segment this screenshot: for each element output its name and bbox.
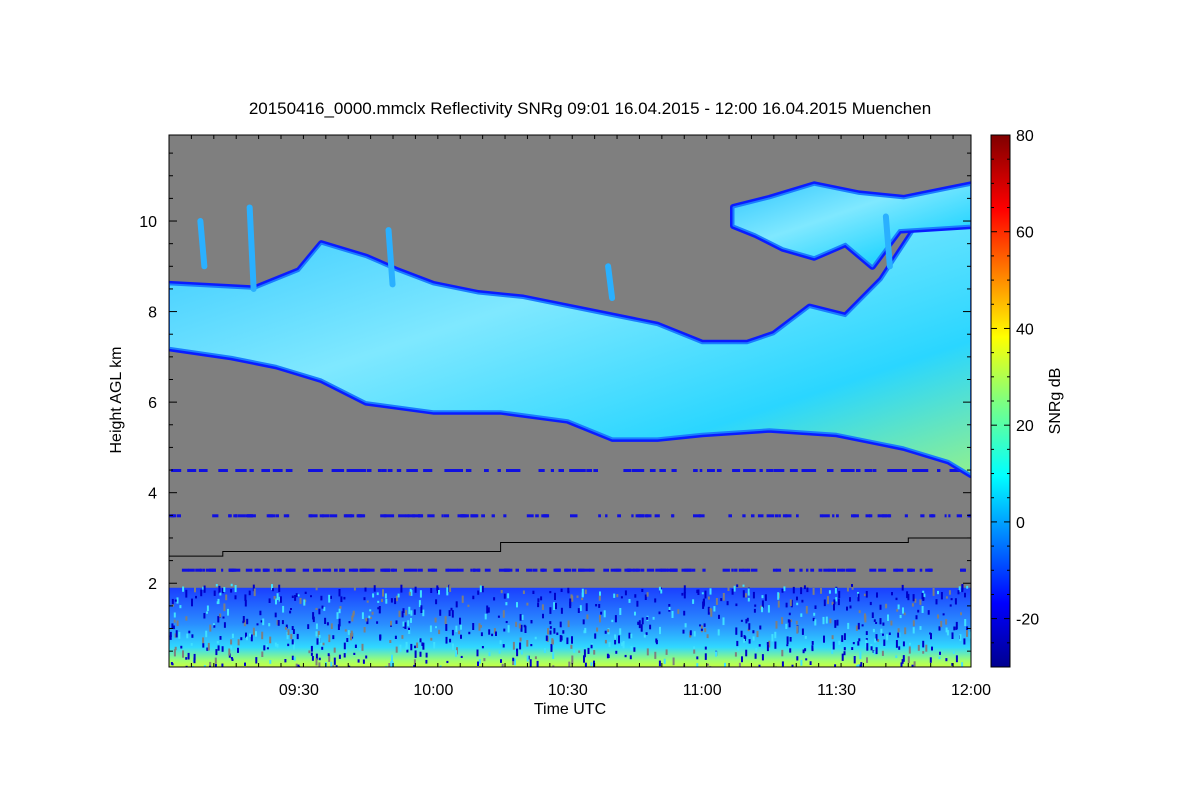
x-tick-label: 11:30	[817, 682, 856, 699]
colorbar-tick-label: 20	[1016, 418, 1034, 435]
upper-cloud-patch	[732, 183, 971, 268]
boundary-layer-height-line	[169, 537, 971, 557]
colorbar-tick-label: 80	[1016, 128, 1034, 145]
colorbar-title: SNRg dB	[1047, 368, 1064, 435]
chart-title: 20150416_0000.mmclx Reflectivity SNRg 09…	[249, 99, 931, 118]
y-tick-label: 6	[148, 395, 157, 412]
x-tick-label: 09:30	[279, 682, 319, 699]
y-tick-label: 8	[148, 305, 157, 322]
x-tick-label: 12:00	[951, 682, 991, 699]
x-axis: 09:30 10:00 10:30 11:00 11:30 12:00	[168, 135, 991, 699]
noise-speckle	[169, 583, 971, 667]
y-tick-label: 4	[148, 486, 157, 503]
plot-content	[169, 181, 971, 667]
colorbar-tick-label: 0	[1016, 515, 1025, 532]
fall-streaks	[197, 204, 893, 301]
colorbar-ticks: -20 0 20 40 60 80	[991, 128, 1039, 668]
y-tick-label: 10	[139, 214, 157, 231]
noise-rows	[169, 469, 971, 572]
y-axis: 2 4 6 8 10	[139, 152, 971, 652]
x-tick-label: 10:30	[548, 682, 588, 699]
colorbar-tick-label: -20	[1016, 612, 1039, 629]
x-tick-label: 11:00	[683, 682, 722, 699]
colorbar-tick-label: 40	[1016, 321, 1034, 338]
x-axis-title: Time UTC	[534, 701, 606, 718]
plot-frame	[168, 134, 972, 668]
colorbar-tick-label: 60	[1016, 225, 1034, 242]
x-tick-label: 10:00	[413, 682, 453, 699]
y-tick-label: 2	[148, 576, 157, 593]
y-axis-title: Height AGL km	[108, 346, 125, 453]
